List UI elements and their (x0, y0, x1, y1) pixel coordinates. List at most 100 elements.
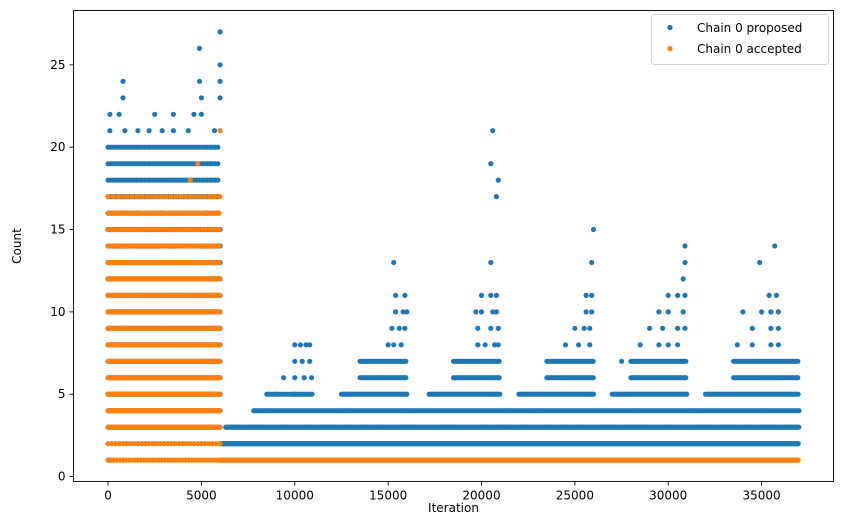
data-point (215, 177, 221, 183)
data-point (734, 342, 740, 348)
data-point (217, 342, 223, 348)
data-point (682, 259, 688, 266)
data-point (496, 375, 502, 381)
data-point (740, 309, 746, 315)
data-point (170, 111, 176, 117)
data-point (581, 325, 587, 331)
data-point (590, 226, 597, 233)
data-point (135, 128, 141, 134)
points-layer (105, 29, 802, 463)
data-point (684, 391, 690, 397)
data-point (389, 325, 395, 331)
data-point (217, 78, 223, 84)
data-point (292, 391, 298, 397)
data-point (665, 292, 671, 298)
data-point (683, 358, 689, 364)
data-point (589, 259, 595, 266)
data-point (488, 325, 494, 331)
data-point (403, 358, 409, 364)
data-point (309, 391, 315, 397)
data-point (795, 441, 801, 447)
data-point (675, 292, 681, 298)
data-point (217, 95, 223, 101)
data-point (488, 259, 494, 266)
data-point (772, 243, 778, 249)
data-point (759, 309, 765, 315)
data-point (307, 342, 313, 348)
data-point (299, 358, 305, 364)
data-point (307, 358, 313, 364)
data-point (198, 95, 204, 101)
data-point (120, 95, 126, 101)
data-point (773, 292, 780, 298)
data-point (488, 292, 494, 298)
data-point (637, 342, 643, 348)
data-point (775, 325, 782, 331)
data-point (796, 424, 802, 430)
data-point (768, 342, 774, 348)
data-point (185, 128, 191, 134)
data-point (660, 325, 666, 331)
data-point (122, 128, 128, 134)
data-point (159, 128, 165, 134)
data-point (385, 342, 391, 348)
data-point (211, 128, 218, 134)
data-point (475, 325, 481, 331)
data-point (170, 128, 176, 134)
data-point (301, 391, 307, 397)
data-point (478, 309, 485, 315)
data-point (795, 391, 801, 397)
data-point (217, 62, 223, 68)
data-point (217, 408, 223, 414)
data-point (583, 309, 589, 315)
data-point (107, 128, 113, 134)
data-point (590, 375, 596, 381)
data-point (217, 424, 223, 430)
data-point (757, 259, 763, 266)
data-point (391, 342, 397, 348)
data-point (768, 309, 774, 315)
data-point (396, 325, 402, 331)
data-point (217, 358, 223, 364)
data-point (768, 325, 774, 331)
data-point (495, 177, 501, 183)
data-point (309, 375, 315, 381)
data-point (749, 325, 755, 331)
data-point (496, 358, 502, 364)
data-point (391, 259, 397, 266)
data-point (281, 375, 287, 381)
data-point (562, 342, 569, 348)
data-point (107, 111, 113, 117)
data-point (587, 325, 593, 331)
data-point (217, 292, 223, 298)
data-point (215, 144, 221, 150)
data-point (402, 325, 408, 331)
data-point (795, 375, 801, 381)
data-point (297, 342, 303, 348)
data-point (217, 29, 223, 35)
data-point (795, 358, 801, 364)
data-point (215, 161, 221, 167)
data-point (647, 325, 653, 331)
data-point (393, 309, 399, 315)
data-point (656, 309, 662, 315)
data-point (796, 408, 802, 414)
data-point (152, 111, 158, 117)
data-point (665, 309, 671, 315)
data-point (589, 309, 595, 315)
data-point (682, 325, 688, 331)
data-point (497, 391, 503, 397)
data-point (217, 391, 223, 397)
data-point (682, 243, 688, 249)
data-point (475, 342, 481, 348)
data-point (775, 342, 782, 348)
data-point (493, 309, 499, 315)
data-point (493, 292, 499, 298)
data-point (583, 292, 589, 298)
data-point (665, 342, 671, 348)
data-point (292, 358, 298, 364)
data-point (680, 276, 686, 282)
data-point (675, 342, 681, 348)
data-point (656, 342, 662, 348)
